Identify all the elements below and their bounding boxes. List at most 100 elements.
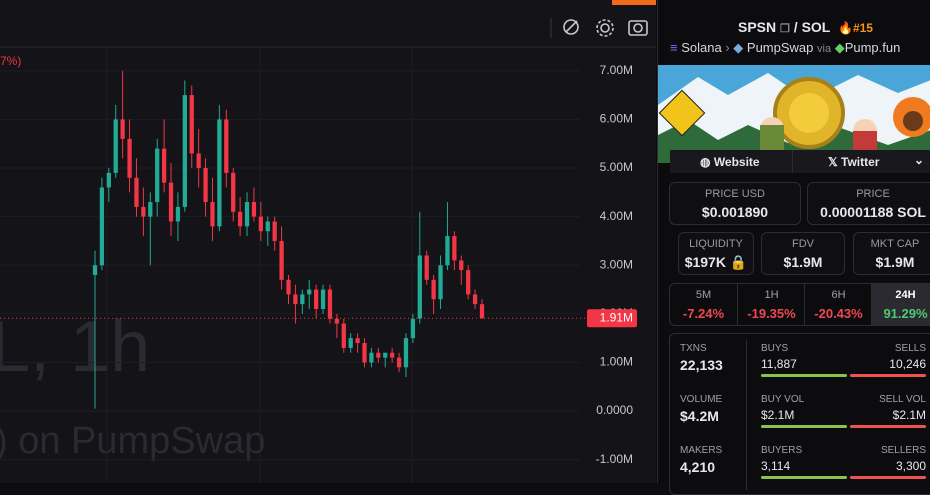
candle-body bbox=[327, 289, 333, 319]
dex[interactable]: PumpSwap bbox=[746, 40, 814, 55]
launchpad[interactable]: Pump.fun bbox=[844, 40, 901, 55]
candle-body bbox=[251, 202, 257, 217]
candle-body bbox=[293, 294, 298, 305]
candle-body bbox=[196, 153, 201, 169]
candle-body bbox=[231, 172, 236, 212]
candle-body bbox=[341, 323, 346, 348]
more[interactable]: ⌄ bbox=[914, 153, 925, 167]
candle-body bbox=[99, 187, 105, 266]
candle-body bbox=[403, 338, 409, 368]
makers-label: MAKERS bbox=[680, 445, 723, 456]
toolbar-icons[interactable] bbox=[563, 19, 648, 37]
value-text: $197K bbox=[684, 254, 726, 270]
change: -20.43% bbox=[814, 306, 863, 321]
via: via bbox=[817, 43, 832, 55]
y-tick-label: 1.00M bbox=[600, 355, 633, 369]
sell-bar bbox=[850, 425, 926, 428]
label: PRICE USD bbox=[705, 188, 765, 200]
makers: 4,210 bbox=[680, 459, 716, 475]
candle-body bbox=[479, 304, 485, 319]
rank: 🔥#15 bbox=[837, 21, 873, 35]
price-usd-card: PRICE USD $0.001890 bbox=[669, 182, 801, 225]
sells-label: SELLS bbox=[894, 343, 926, 354]
change-tab[interactable]: 24H 91.29% bbox=[871, 284, 930, 325]
chain[interactable]: Solana bbox=[681, 40, 722, 55]
website-link[interactable]: ◍ Website bbox=[700, 155, 760, 169]
value: $1.9M bbox=[875, 254, 915, 270]
candle-body bbox=[445, 236, 450, 266]
change-tab[interactable]: 5M -7.24% bbox=[670, 284, 737, 325]
quote: SOL bbox=[801, 19, 831, 35]
sell_vol: $2.1M bbox=[892, 408, 926, 422]
candle-body bbox=[237, 211, 243, 227]
label: FDV bbox=[792, 238, 814, 250]
change-tabs: 5M -7.24% 1H -19.35% 6H -20.43% 24H 91.29% bbox=[669, 283, 930, 326]
candle-body bbox=[258, 216, 263, 232]
candle-body bbox=[390, 352, 395, 358]
candle-body bbox=[148, 202, 153, 217]
price-native-card: PRICE 0.00001188 SOL bbox=[807, 182, 930, 225]
banner bbox=[658, 65, 930, 163]
value: 0.00001188 SOL bbox=[820, 204, 926, 220]
metric-card: MKT CAP $1.9M bbox=[853, 232, 930, 275]
copy-icon[interactable]: ❐ bbox=[780, 23, 790, 35]
candle-body bbox=[369, 352, 374, 363]
candle-body bbox=[161, 148, 167, 183]
candle-body bbox=[189, 95, 194, 154]
metric-card: LIQUIDITY $197K 🔒 bbox=[678, 232, 754, 275]
change-tab[interactable]: 6H -20.43% bbox=[804, 284, 872, 325]
twitter-link[interactable]: 𝕏 Twitter bbox=[828, 155, 880, 169]
candle-body bbox=[224, 119, 229, 173]
candle-body bbox=[410, 318, 416, 339]
volume: $4.2M bbox=[680, 408, 719, 424]
candle-body bbox=[396, 357, 402, 368]
volume-label: VOLUME bbox=[680, 394, 723, 405]
candle-body bbox=[417, 255, 422, 319]
y-tick-label: 7.00M bbox=[600, 63, 633, 77]
candle-body bbox=[314, 289, 319, 309]
sell-bar bbox=[850, 476, 926, 479]
twitter: Twitter bbox=[841, 155, 880, 169]
change: -7.24% bbox=[682, 306, 725, 321]
period: 1H bbox=[764, 289, 779, 301]
period: 6H bbox=[831, 289, 846, 301]
candle-body bbox=[113, 119, 118, 173]
top-accent bbox=[612, 0, 656, 5]
y-tick-label: -1.00M bbox=[596, 452, 633, 466]
sellers: 3,300 bbox=[895, 459, 926, 473]
change-tab[interactable]: 1H -19.35% bbox=[737, 284, 805, 325]
sellers-label: SELLERS bbox=[880, 445, 926, 456]
candle-body bbox=[127, 138, 132, 178]
buy-bar bbox=[761, 476, 847, 479]
candle-body bbox=[466, 270, 471, 295]
txns: 22,133 bbox=[680, 357, 723, 373]
buyers-label: BUYERS bbox=[761, 445, 803, 456]
candle-body bbox=[265, 221, 270, 232]
buyers: 3,114 bbox=[761, 459, 791, 473]
change: -19.35% bbox=[747, 306, 796, 321]
buys-label: BUYS bbox=[761, 343, 789, 354]
candle-body bbox=[279, 240, 284, 280]
pair-header: SPSN ❐ / SOL 🔥#15 bbox=[738, 19, 873, 35]
candle-body bbox=[424, 255, 429, 280]
sell_vol-label: SELL VOL bbox=[879, 394, 926, 405]
label: PRICE bbox=[856, 188, 890, 200]
value: $0.001890 bbox=[701, 204, 769, 220]
chart-bg bbox=[0, 0, 656, 483]
buy_vol: $2.1M bbox=[761, 408, 795, 422]
period: 24H bbox=[895, 289, 916, 301]
y-tick-label: 6.00M bbox=[600, 112, 633, 126]
y-tick-label: 0.0000 bbox=[596, 403, 633, 417]
candle-body bbox=[272, 221, 277, 241]
candle-body bbox=[244, 202, 250, 227]
txns-label: TXNS bbox=[680, 343, 707, 354]
label: LIQUIDITY bbox=[689, 238, 743, 250]
candle-body bbox=[348, 338, 353, 348]
separator: / bbox=[793, 19, 798, 35]
symbol: SPSN bbox=[738, 19, 777, 35]
last-price-label: 1.91M bbox=[600, 310, 633, 324]
candle-body bbox=[168, 182, 174, 222]
candle-body bbox=[334, 318, 340, 324]
rank-value: #15 bbox=[852, 21, 873, 35]
